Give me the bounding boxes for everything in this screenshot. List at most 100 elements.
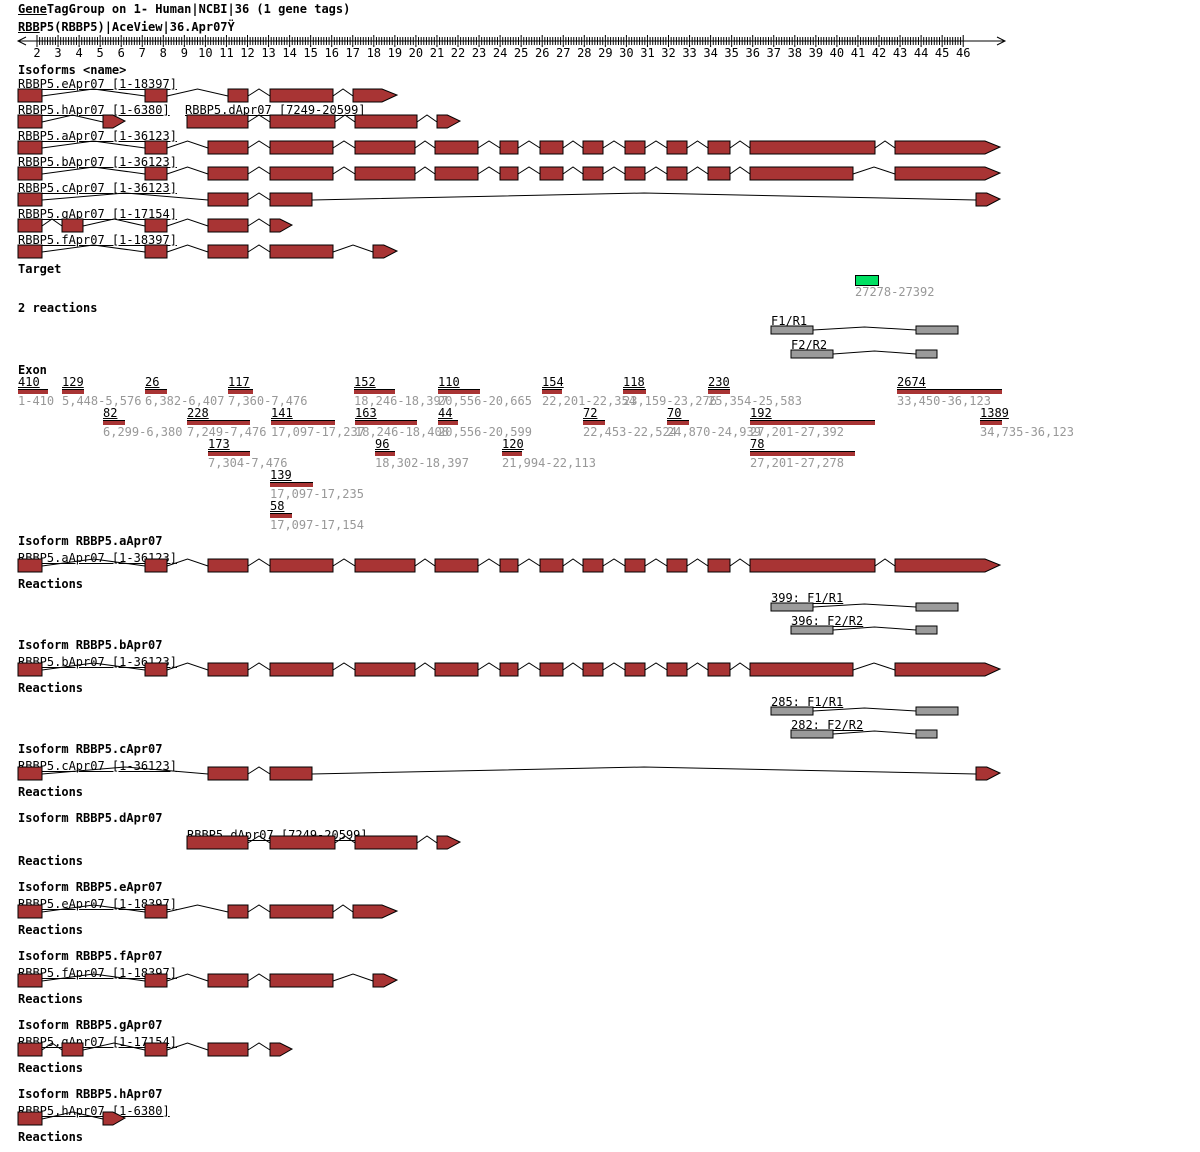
isoform-link[interactable]: RBBP5.fApr07 [1-18397] [18, 233, 177, 247]
isoform-link[interactable]: RBBP5.eApr07 [1-18397] [18, 897, 177, 911]
overview-track-e[interactable] [0, 87, 1010, 105]
exon-length-label[interactable]: 117 [228, 375, 250, 389]
exon-length-label[interactable]: 26 [145, 375, 160, 389]
isoform-track-f[interactable] [0, 972, 1010, 990]
exon-length-label[interactable]: 163 [355, 406, 377, 420]
target-probe-box[interactable] [855, 275, 879, 286]
isoform-track-h[interactable] [0, 1110, 1010, 1128]
view-title[interactable]: GeneTagGroup on 1- Human|NCBI|36 (1 gene… [18, 3, 350, 16]
reactions-heading: Reactions [18, 854, 84, 868]
exon-bar [270, 513, 292, 518]
svg-text:31: 31 [640, 46, 654, 60]
exon-range-label: 24,870-24,939 [667, 425, 761, 439]
exon-range-label: 21,994-22,113 [502, 456, 596, 470]
overview-track-b[interactable] [0, 165, 1010, 183]
exon-bar [438, 389, 480, 394]
exon-length-label[interactable]: 120 [502, 437, 524, 451]
isoform-link[interactable]: RBBP5.gApr07 [1-17154] [18, 207, 177, 221]
isoform-link[interactable]: RBBP5.hApr07 [1-6380] [18, 103, 170, 117]
exon-length-label[interactable]: 58 [270, 499, 285, 513]
exon-length-label[interactable]: 230 [708, 375, 730, 389]
exon-length-label[interactable]: 173 [208, 437, 230, 451]
svg-text:40: 40 [830, 46, 844, 60]
section-reaction-pair-1-label[interactable]: 285: F1/R1 [771, 695, 844, 709]
target-range-label: 27278-27392 [855, 285, 935, 299]
isoform-section-title: Isoform RBBP5.bApr07 [18, 638, 163, 652]
isoform-link[interactable]: RBBP5.dApr07 [7249-20599] [185, 103, 366, 117]
reaction-pair-1-label[interactable]: F1/R1 [771, 314, 808, 328]
svg-text:35: 35 [724, 46, 738, 60]
exon-length-label[interactable]: 44 [438, 406, 453, 420]
isoform-link[interactable]: RBBP5.eApr07 [1-18397] [18, 77, 177, 91]
isoform-link[interactable]: RBBP5.aApr07 [1-36123] [18, 129, 177, 143]
exon-length-label[interactable]: 78 [750, 437, 765, 451]
reactions-heading: Reactions [18, 992, 84, 1006]
svg-text:11: 11 [219, 46, 233, 60]
isoform-link[interactable]: RBBP5.cApr07 [1-36123] [18, 181, 177, 195]
isoform-link[interactable]: RBBP5.cApr07 [1-36123] [18, 759, 177, 773]
exon-length-label[interactable]: 118 [623, 375, 645, 389]
exon-range-label: 22,453-22,524 [583, 425, 677, 439]
exon-range-label: 17,097-17,235 [270, 487, 364, 501]
svg-text:28: 28 [577, 46, 591, 60]
isoform-track-a[interactable] [0, 557, 1010, 575]
svg-text:36: 36 [745, 46, 759, 60]
exon-length-label[interactable]: 96 [375, 437, 390, 451]
exon-length-label[interactable]: 129 [62, 375, 84, 389]
exon-range-label: 7,249-7,476 [187, 425, 267, 439]
section-reaction-pair-2-track[interactable] [0, 728, 1010, 740]
ruler[interactable]: 2 3 4 5 6 7 8 9 10 11 12 13 14 15 16 17 18 19 20 21 22 23 24 25… [0, 33, 1010, 61]
exon-bar [502, 451, 522, 456]
section-reaction-pair-2-label[interactable]: 282: F2/R2 [791, 718, 864, 732]
isoform-track-d[interactable] [0, 834, 1010, 852]
isoform-link[interactable]: RBBP5.aApr07 [1-36123] [18, 551, 177, 565]
overview-track-a[interactable] [0, 139, 1010, 157]
gene-title[interactable]: RBBP5(RBBP5)|AceView|36.Apr07Ÿ [18, 21, 235, 34]
exon-length-label[interactable]: 110 [438, 375, 460, 389]
isoform-section-title: Isoform RBBP5.hApr07 [18, 1087, 163, 1101]
exon-length-label[interactable]: 139 [270, 468, 292, 482]
exon-length-label[interactable]: 82 [103, 406, 118, 420]
isoform-link[interactable]: RBBP5.fApr07 [1-18397] [18, 966, 177, 980]
exon-range-label: 34,735-36,123 [980, 425, 1074, 439]
isoform-link[interactable]: RBBP5.bApr07 [1-36123] [18, 155, 177, 169]
exon-heading: Exon [18, 363, 47, 377]
isoform-track-g[interactable] [0, 1041, 1010, 1059]
svg-text:39: 39 [809, 46, 823, 60]
exon-length-label[interactable]: 228 [187, 406, 209, 420]
overview-track-f[interactable] [0, 243, 1010, 261]
reaction-pair-2-track[interactable] [0, 348, 1010, 360]
exon-bar [62, 389, 84, 394]
overview-track-c[interactable] [0, 191, 1010, 209]
exon-length-label[interactable]: 1389 [980, 406, 1009, 420]
exon-length-label[interactable]: 154 [542, 375, 564, 389]
exon-length-label[interactable]: 2674 [897, 375, 926, 389]
svg-text:21: 21 [430, 46, 444, 60]
isoform-track-b[interactable] [0, 661, 1010, 679]
exon-bar [271, 420, 335, 425]
exon-length-label[interactable]: 192 [750, 406, 772, 420]
isoform-section-title: Isoform RBBP5.aApr07 [18, 534, 163, 548]
isoform-track-c[interactable] [0, 765, 1010, 783]
exon-range-label: 25,354-25,583 [708, 394, 802, 408]
exon-length-label[interactable]: 152 [354, 375, 376, 389]
section-reaction-pair-2-label[interactable]: 396: F2/R2 [791, 614, 864, 628]
isoform-track-e[interactable] [0, 903, 1010, 921]
overview-track-g[interactable] [0, 217, 1010, 235]
exon-length-label[interactable]: 70 [667, 406, 682, 420]
exon-length-label[interactable]: 141 [271, 406, 293, 420]
isoform-link[interactable]: RBBP5.bApr07 [1-36123] [18, 655, 177, 669]
overview-track-h-d[interactable] [0, 113, 1010, 131]
exon-length-label[interactable]: 410 [18, 375, 40, 389]
section-reaction-pair-2-track[interactable] [0, 624, 1010, 636]
exon-length-label[interactable]: 72 [583, 406, 598, 420]
section-reaction-pair-1-label[interactable]: 399: F1/R1 [771, 591, 844, 605]
svg-text:8: 8 [160, 46, 167, 60]
isoform-link[interactable]: RBBP5.gApr07 [1-17154] [18, 1035, 177, 1049]
reaction-pair-2-label[interactable]: F2/R2 [791, 338, 828, 352]
section-reaction-pair-1-track[interactable] [0, 601, 1010, 613]
isoform-link[interactable]: RBBP5.hApr07 [1-6380] [18, 1104, 170, 1118]
reaction-pair-1-track[interactable] [0, 324, 1010, 336]
exon-bar [187, 420, 250, 425]
section-reaction-pair-1-track[interactable] [0, 705, 1010, 717]
